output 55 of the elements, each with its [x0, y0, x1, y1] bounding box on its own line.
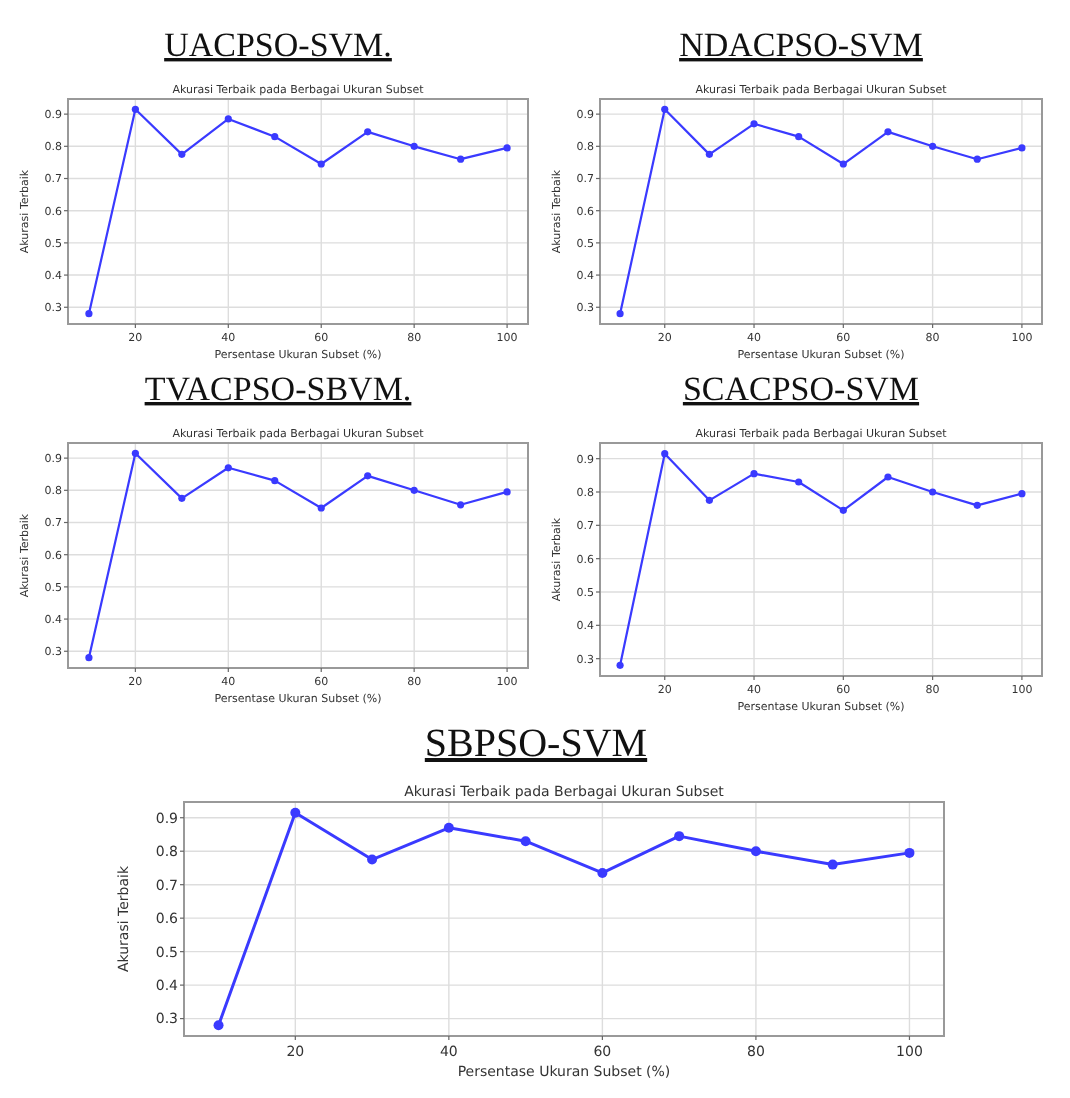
point	[616, 661, 624, 669]
point	[750, 846, 761, 857]
point	[884, 128, 892, 136]
point	[85, 310, 93, 318]
point	[705, 150, 713, 158]
point	[520, 836, 531, 847]
point	[178, 494, 186, 502]
point	[661, 105, 669, 113]
point	[131, 105, 139, 113]
point	[364, 472, 372, 480]
point	[367, 854, 378, 865]
point	[661, 450, 669, 458]
point	[271, 477, 279, 485]
point	[597, 867, 608, 878]
point	[1018, 144, 1026, 152]
point	[839, 506, 847, 514]
point	[213, 1020, 224, 1031]
point	[616, 310, 624, 318]
point	[929, 142, 937, 150]
point	[503, 488, 511, 496]
point	[364, 128, 372, 136]
chart-title: SCACPSO-SVM	[682, 370, 920, 408]
point	[884, 473, 892, 481]
point	[224, 464, 232, 472]
point	[457, 155, 465, 163]
point	[410, 142, 418, 150]
point	[443, 822, 454, 833]
point	[317, 160, 325, 168]
point	[1018, 490, 1026, 498]
point	[929, 488, 937, 496]
point	[904, 847, 915, 858]
point	[973, 501, 981, 509]
point	[503, 144, 511, 152]
point	[410, 486, 418, 494]
point	[827, 859, 838, 870]
point	[271, 133, 279, 141]
point	[317, 504, 325, 512]
point	[457, 501, 465, 509]
point	[795, 478, 803, 486]
point	[224, 115, 232, 123]
point	[839, 160, 847, 168]
point	[973, 155, 981, 163]
point	[750, 470, 758, 478]
point	[290, 807, 301, 818]
point	[131, 449, 139, 457]
point	[795, 133, 803, 141]
point	[750, 120, 758, 128]
point	[178, 150, 186, 158]
chart-title: TVACPSO-SBVM.	[144, 370, 412, 408]
point	[85, 654, 93, 662]
chart-title: SBPSO-SVM	[424, 722, 648, 766]
point	[674, 831, 685, 842]
chart-title: UACPSO-SVM.	[164, 26, 392, 64]
chart-title: NDACPSO-SVM	[679, 26, 923, 64]
point	[705, 496, 713, 504]
